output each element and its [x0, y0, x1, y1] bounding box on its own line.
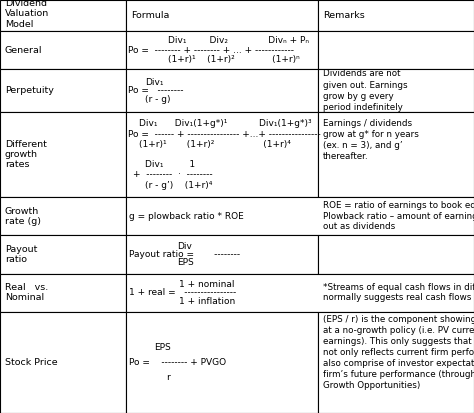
- Text: (r - g’)    (1+r)⁴: (r - g’) (1+r)⁴: [145, 181, 212, 190]
- Bar: [0, 31, 126, 69]
- Text: Formula: Formula: [131, 11, 170, 20]
- Bar: [318, 69, 474, 112]
- Text: Different
growth
rates: Different growth rates: [5, 140, 46, 169]
- Text: Dividend
Valuation
Model: Dividend Valuation Model: [5, 0, 49, 29]
- Text: EPS: EPS: [155, 343, 171, 352]
- Text: Po =   --------: Po = --------: [128, 86, 183, 95]
- Text: *Streams of equal cash flows in different years
normally suggests real cash flow: *Streams of equal cash flows in differen…: [323, 283, 474, 302]
- Text: EPS: EPS: [177, 259, 194, 267]
- Bar: [126, 235, 318, 273]
- Bar: [126, 273, 474, 312]
- Text: Po =  ------ + ---------------- +...+ ----------------: Po = ------ + ---------------- +...+ ---…: [128, 130, 320, 139]
- Text: 1 + inflation: 1 + inflation: [179, 297, 236, 306]
- Bar: [318, 31, 474, 69]
- Text: Stock Price: Stock Price: [5, 358, 57, 367]
- Bar: [126, 31, 318, 69]
- Bar: [126, 69, 318, 112]
- Text: Real   vs.
Nominal: Real vs. Nominal: [5, 283, 48, 302]
- Text: r: r: [166, 373, 170, 382]
- Bar: [318, 0, 474, 31]
- Bar: [0, 197, 126, 235]
- Bar: [126, 0, 318, 31]
- Bar: [318, 312, 474, 413]
- Text: Po =    -------- + PVGO: Po = -------- + PVGO: [129, 358, 227, 367]
- Text: General: General: [5, 45, 42, 55]
- Text: Dividends are not
given out. Earnings
grow by g every
period indefinitely: Dividends are not given out. Earnings gr…: [323, 69, 408, 112]
- Text: 1 + real =   ----------------: 1 + real = ----------------: [129, 288, 237, 297]
- Text: Perpetuity: Perpetuity: [5, 86, 54, 95]
- Bar: [126, 312, 318, 413]
- Text: g = plowback ratio * ROE: g = plowback ratio * ROE: [129, 212, 244, 221]
- Text: (r - g): (r - g): [145, 95, 170, 104]
- Text: 1 + nominal: 1 + nominal: [179, 280, 235, 289]
- Text: +  --------  ·  --------: + -------- · --------: [133, 171, 213, 180]
- Bar: [318, 235, 474, 273]
- Text: Payout
ratio: Payout ratio: [5, 245, 37, 264]
- Text: Growth
rate (g): Growth rate (g): [5, 206, 41, 226]
- Text: Remarks: Remarks: [323, 11, 365, 20]
- Text: Div₁      Div₁(1+g*)¹           Div₁(1+g*)³: Div₁ Div₁(1+g*)¹ Div₁(1+g*)³: [139, 119, 312, 128]
- Bar: [0, 112, 126, 197]
- Text: (1+r)¹    (1+r)²             (1+r)ⁿ: (1+r)¹ (1+r)² (1+r)ⁿ: [168, 55, 300, 64]
- Text: Div₁        Div₂              Divₙ + Pₙ: Div₁ Div₂ Divₙ + Pₙ: [168, 36, 309, 45]
- Text: Div₁: Div₁: [145, 78, 164, 86]
- Text: (EPS / r) is the component showing EPS value
at a no-growth policy (i.e. PV curr: (EPS / r) is the component showing EPS v…: [323, 315, 474, 390]
- Text: ROE = ratio of earnings to book equity
Plowback ratio – amount of earnings not g: ROE = ratio of earnings to book equity P…: [323, 201, 474, 231]
- Bar: [0, 235, 126, 273]
- Text: Earnings / dividends
grow at g* for n years
(ex. n = 3), and g’
thereafter.: Earnings / dividends grow at g* for n ye…: [323, 119, 419, 161]
- Bar: [126, 112, 318, 197]
- Bar: [0, 0, 126, 31]
- Text: Div₁         1: Div₁ 1: [145, 160, 195, 169]
- Text: Po =  -------- + -------- + ... + ------------: Po = -------- + -------- + ... + -------…: [128, 45, 293, 55]
- Text: Div: Div: [177, 242, 192, 251]
- Bar: [318, 112, 474, 197]
- Bar: [0, 273, 126, 312]
- Bar: [0, 312, 126, 413]
- Text: (1+r)¹       (1+r)²                 (1+r)⁴: (1+r)¹ (1+r)² (1+r)⁴: [139, 140, 291, 149]
- Bar: [0, 69, 126, 112]
- Bar: [126, 197, 474, 235]
- Text: Payout ratio =       --------: Payout ratio = --------: [129, 250, 241, 259]
